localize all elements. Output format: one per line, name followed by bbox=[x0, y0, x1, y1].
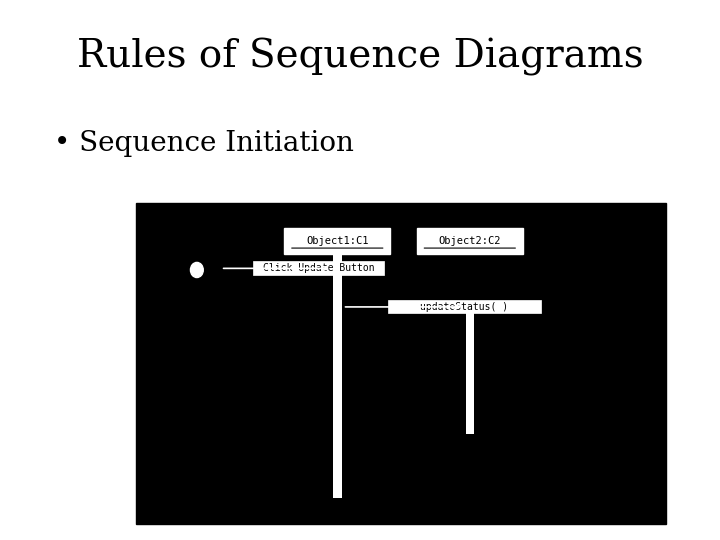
Text: updateStatus( ): updateStatus( ) bbox=[420, 302, 508, 312]
FancyBboxPatch shape bbox=[284, 228, 390, 254]
FancyBboxPatch shape bbox=[387, 300, 541, 313]
FancyBboxPatch shape bbox=[466, 313, 474, 434]
FancyBboxPatch shape bbox=[333, 254, 342, 498]
FancyBboxPatch shape bbox=[253, 261, 384, 275]
Ellipse shape bbox=[191, 262, 203, 278]
Text: Object2:C2: Object2:C2 bbox=[438, 236, 501, 246]
FancyBboxPatch shape bbox=[136, 202, 666, 524]
Text: Object1:C1: Object1:C1 bbox=[306, 236, 369, 246]
Text: Rules of Sequence Diagrams: Rules of Sequence Diagrams bbox=[77, 38, 643, 76]
Text: • Sequence Initiation: • Sequence Initiation bbox=[54, 130, 354, 157]
FancyBboxPatch shape bbox=[417, 228, 523, 254]
Text: Click Update Button: Click Update Button bbox=[263, 264, 374, 273]
